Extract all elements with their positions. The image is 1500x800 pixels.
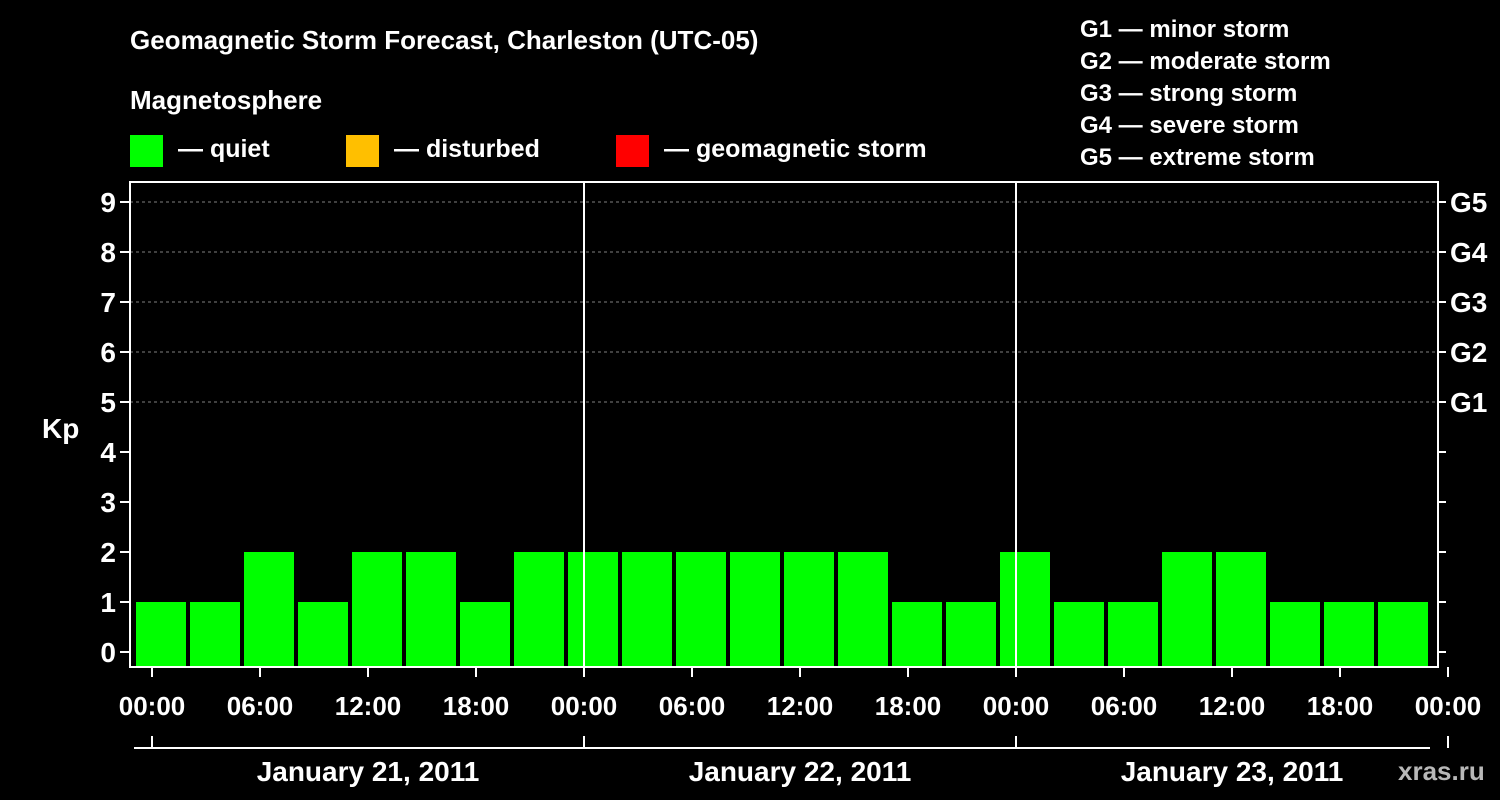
day-label-0: January 21, 2011 (257, 756, 480, 787)
kp-bar-9 (622, 552, 672, 667)
y-tick-label-6: 6 (100, 337, 116, 368)
x-tick-label-3: 18:00 (443, 691, 510, 721)
x-tick-label-0: 00:00 (119, 691, 186, 721)
g-level-label-g3: G3 (1450, 287, 1487, 318)
x-tick-label-8: 00:00 (983, 691, 1050, 721)
legend: — quiet — disturbed — geomagnetic storm (130, 135, 927, 167)
x-tick-label-4: 00:00 (551, 691, 618, 721)
kp-bar-22 (1324, 602, 1374, 667)
y-tick-label-7: 7 (100, 287, 116, 318)
x-tick-label-9: 06:00 (1091, 691, 1158, 721)
y-tick-label-4: 4 (100, 437, 116, 468)
axes (120, 181, 1449, 749)
chart-title: Geomagnetic Storm Forecast, Charleston (… (130, 25, 758, 55)
legend-label-disturbed: — disturbed (394, 135, 540, 163)
storm-level-g4: G4 — severe storm (1080, 112, 1299, 139)
kp-bar-0 (136, 602, 186, 667)
storm-level-g5: G5 — extreme storm (1080, 144, 1315, 171)
x-tick-label-7: 18:00 (875, 691, 942, 721)
day-label-1: January 22, 2011 (689, 756, 912, 787)
grid-lines (130, 201, 1438, 403)
legend-swatch-quiet (130, 135, 163, 167)
kp-bar-11 (730, 552, 780, 667)
storm-level-g2: G2 — moderate storm (1080, 48, 1331, 75)
kp-bar-13 (838, 552, 888, 667)
kp-bar-21 (1270, 602, 1320, 667)
kp-bar-16 (1000, 552, 1050, 667)
bars (136, 552, 1428, 667)
storm-level-g1: G1 — minor storm (1080, 16, 1289, 43)
kp-bar-12 (784, 552, 834, 667)
storm-level-g3: G3 — strong storm (1080, 80, 1297, 107)
kp-bar-2 (244, 552, 294, 667)
x-tick-label-10: 12:00 (1199, 691, 1266, 721)
kp-bar-17 (1054, 602, 1104, 667)
kp-bar-10 (676, 552, 726, 667)
day-label-2: January 23, 2011 (1121, 756, 1344, 787)
kp-bar-8 (568, 552, 618, 667)
g-level-label-g2: G2 (1450, 337, 1487, 368)
x-tick-label-1: 06:00 (227, 691, 294, 721)
storm-level-key: G1 — minor storm G2 — moderate storm G3 … (1080, 16, 1331, 171)
y-tick-label-2: 2 (100, 537, 116, 568)
y-tick-label-8: 8 (100, 237, 116, 268)
kp-bar-5 (406, 552, 456, 667)
kp-bar-4 (352, 552, 402, 667)
y-tick-label-0: 0 (100, 637, 116, 668)
x-tick-label-12: 00:00 (1415, 691, 1482, 721)
y-tick-label-5: 5 (100, 387, 116, 418)
x-tick-label-6: 12:00 (767, 691, 834, 721)
tick-labels: 0 1 2 3 4 5 6 7 8 9 G1 G2 G3 G4 G5 00:00 06:00 12:00 18:00… (100, 187, 1487, 787)
plot-frame (129, 181, 1439, 668)
kp-bar-3 (298, 602, 348, 667)
legend-swatch-disturbed (346, 135, 379, 167)
kp-bar-6 (460, 602, 510, 667)
kp-bar-14 (892, 602, 942, 667)
legend-label-quiet: — quiet (178, 135, 270, 163)
legend-swatch-storm (616, 135, 649, 167)
y-tick-label-9: 9 (100, 187, 116, 218)
kp-bar-1 (190, 602, 240, 667)
kp-bar-7 (514, 552, 564, 667)
kp-bar-15 (946, 602, 996, 667)
x-tick-label-5: 06:00 (659, 691, 726, 721)
x-tick-label-11: 18:00 (1307, 691, 1374, 721)
y-tick-label-3: 3 (100, 487, 116, 518)
legend-label-storm: — geomagnetic storm (664, 135, 927, 163)
legend-title: Magnetosphere (130, 85, 322, 115)
kp-bar-20 (1216, 552, 1266, 667)
watermark: xras.ru (1398, 756, 1485, 786)
x-tick-label-2: 12:00 (335, 691, 402, 721)
y-axis-label: Kp (42, 413, 79, 444)
kp-bar-19 (1162, 552, 1212, 667)
g-level-label-g5: G5 (1450, 187, 1487, 218)
kp-bar-23 (1378, 602, 1428, 667)
g-level-label-g4: G4 (1450, 237, 1488, 268)
g-level-label-g1: G1 (1450, 387, 1487, 418)
kp-bar-18 (1108, 602, 1158, 667)
y-tick-label-1: 1 (100, 587, 116, 618)
